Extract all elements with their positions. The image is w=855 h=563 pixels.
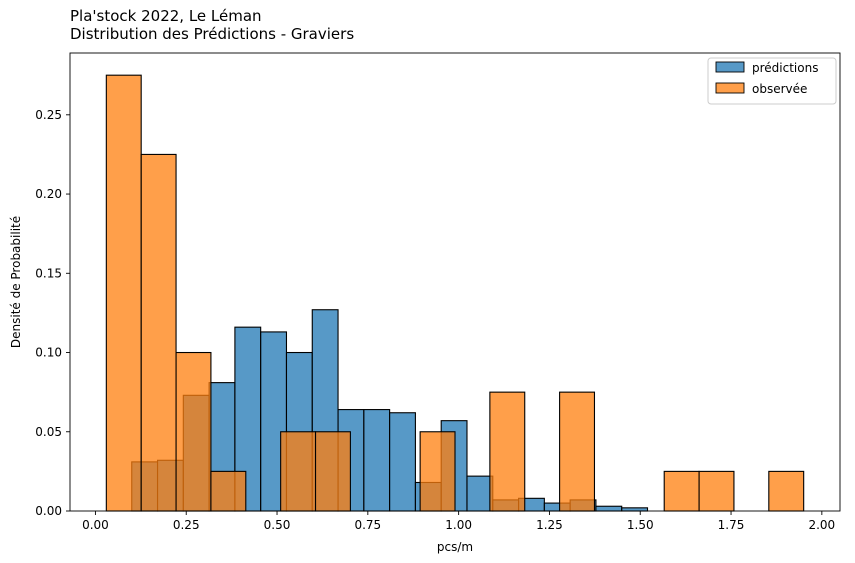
prediction-bar bbox=[389, 412, 416, 512]
x-tick-label: 1.50 bbox=[627, 518, 654, 532]
prediction-bar bbox=[621, 507, 649, 512]
x-axis-label: pcs/m bbox=[437, 540, 473, 554]
plot-frame bbox=[69, 52, 841, 512]
y-tick-label: 0.15 bbox=[35, 266, 62, 280]
legend: prédictions observée bbox=[707, 57, 837, 105]
legend-swatch-observee bbox=[715, 82, 745, 94]
y-tick-label: 0.25 bbox=[35, 108, 62, 122]
legend-swatch-predictions bbox=[715, 61, 745, 73]
prediction-bar bbox=[466, 475, 494, 512]
series-observee-bars bbox=[105, 74, 805, 512]
observee-bar bbox=[663, 470, 700, 512]
y-tick-label: 0.20 bbox=[35, 187, 62, 201]
legend-label-predictions: prédictions bbox=[752, 61, 818, 75]
x-tick-label: 1.00 bbox=[445, 518, 472, 532]
prediction-bar bbox=[363, 409, 391, 512]
y-tick-label: 0.05 bbox=[35, 425, 62, 439]
x-axis-ticks: 0.00 0.25 0.50 0.75 1.00 1.25 1.50 1.75 2.00 bbox=[82, 511, 835, 532]
x-tick-label: 0.75 bbox=[354, 518, 381, 532]
y-axis-ticks: 0.00 0.05 0.10 0.15 0.20 0.25 bbox=[35, 108, 70, 518]
x-tick-label: 2.00 bbox=[808, 518, 835, 532]
x-tick-label: 0.50 bbox=[264, 518, 291, 532]
observee-bar bbox=[314, 431, 351, 512]
x-tick-label: 1.75 bbox=[718, 518, 745, 532]
observee-bar bbox=[419, 431, 456, 512]
chart-title: Pla'stock 2022, Le Léman bbox=[70, 7, 262, 25]
observee-bar bbox=[698, 470, 735, 512]
y-tick-label: 0.10 bbox=[35, 346, 62, 360]
x-tick-label: 0.25 bbox=[173, 518, 200, 532]
observee-bar bbox=[489, 391, 526, 512]
observee-bar bbox=[210, 470, 247, 512]
observee-bar bbox=[105, 74, 142, 512]
observee-bar bbox=[175, 351, 212, 512]
legend-label-observee: observée bbox=[752, 82, 807, 96]
observee-bar bbox=[140, 153, 177, 512]
x-tick-label: 0.00 bbox=[82, 518, 109, 532]
y-axis-label: Densité de Probabilité bbox=[9, 216, 23, 348]
y-tick-label: 0.00 bbox=[35, 504, 62, 518]
observee-bar bbox=[559, 391, 596, 512]
chart-subtitle: Distribution des Prédictions - Graviers bbox=[70, 25, 354, 43]
prediction-bar bbox=[595, 505, 623, 512]
x-tick-label: 1.25 bbox=[536, 518, 563, 532]
observee-bar bbox=[280, 431, 317, 512]
observee-bar bbox=[768, 470, 805, 512]
